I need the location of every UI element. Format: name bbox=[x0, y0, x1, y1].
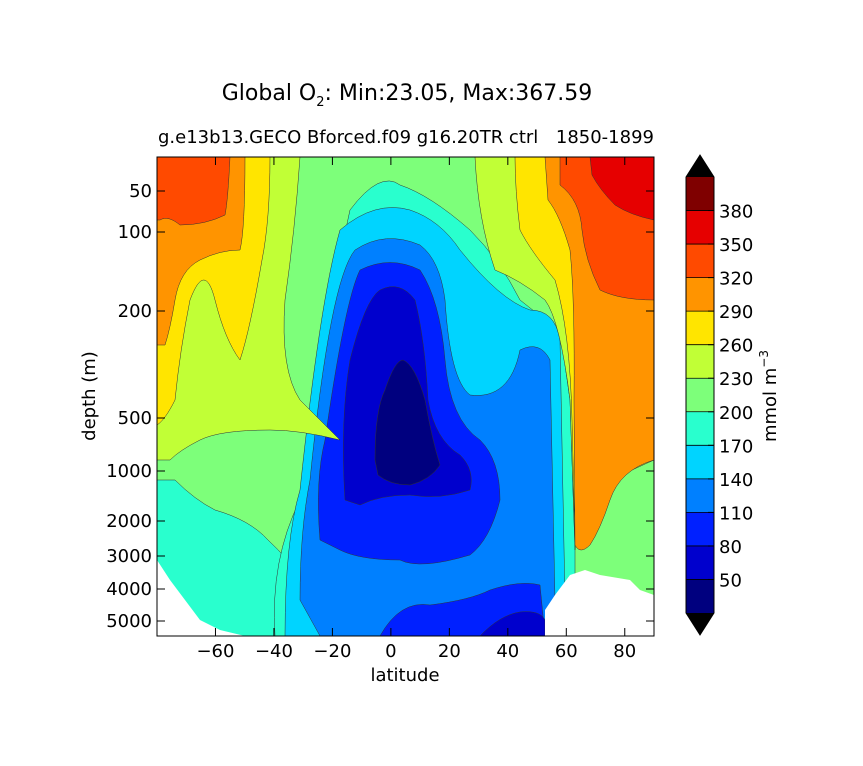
masked-region-south bbox=[157, 560, 245, 636]
colorbar-tick-label: 170 bbox=[719, 436, 753, 457]
colorbar-extend-low bbox=[686, 613, 714, 635]
colorbar-tick-label: 350 bbox=[719, 235, 753, 256]
x-axis: −60 −40 −20 0 20 40 60 80 bbox=[196, 157, 636, 662]
y-tick-label: 500 bbox=[118, 408, 152, 429]
chart-subtitle-right: 1850-1899 bbox=[556, 127, 654, 148]
chart-title: Global O2: Min:23.05, Max:367.59 bbox=[222, 81, 592, 110]
colorbar-segment bbox=[686, 344, 714, 379]
colorbar-label: mmol m−3 bbox=[757, 350, 781, 442]
colorbar-segment bbox=[686, 210, 714, 245]
colorbar-tick-label: 200 bbox=[719, 403, 753, 424]
colorbar-tick-label: 260 bbox=[719, 336, 753, 357]
x-tick-label: 80 bbox=[613, 641, 636, 662]
colorbar-tick-label: 320 bbox=[719, 269, 753, 290]
colorbar-segment bbox=[686, 177, 714, 211]
colorbar-extend-high bbox=[686, 155, 714, 177]
y-tick-label: 50 bbox=[129, 181, 152, 202]
x-tick-label: −20 bbox=[313, 641, 351, 662]
y-tick-label: 1000 bbox=[106, 461, 152, 482]
y-tick-label: 200 bbox=[118, 301, 152, 322]
colorbar-segment bbox=[686, 277, 714, 312]
y-tick-label: 100 bbox=[118, 222, 152, 243]
colorbar-segment bbox=[686, 512, 714, 546]
colorbar-tick-label: 110 bbox=[719, 503, 753, 524]
colorbar-tick-label: 230 bbox=[719, 369, 753, 390]
x-tick-label: 60 bbox=[555, 641, 578, 662]
y-axis: 50 100 200 500 1000 2000 3000 4000 5000 bbox=[106, 181, 654, 632]
colorbar-segment bbox=[686, 445, 714, 479]
x-tick-label: −40 bbox=[255, 641, 293, 662]
x-tick-label: 20 bbox=[438, 641, 461, 662]
colorbar-segment bbox=[686, 478, 714, 513]
colorbar-outline bbox=[685, 154, 715, 636]
y-tick-label: 3000 bbox=[106, 546, 152, 567]
x-tick-label: −60 bbox=[196, 641, 234, 662]
y-tick-label: 4000 bbox=[106, 579, 152, 600]
contour-band-350-380-north bbox=[589, 157, 654, 221]
contour-band-50-80-deep bbox=[479, 611, 546, 636]
colorbar-segment bbox=[686, 311, 714, 345]
colorbar-segment bbox=[686, 545, 714, 580]
masked-region-arctic bbox=[545, 570, 654, 636]
chart-subtitle-left: g.e13b13.GECO Bforced.f09 g16.20TR ctrl bbox=[158, 127, 538, 148]
plot-frame bbox=[156, 156, 655, 637]
contour-band-320-350-south bbox=[157, 157, 231, 226]
colorbar-segment bbox=[686, 244, 714, 278]
x-tick-label: 40 bbox=[496, 641, 519, 662]
colorbar-segment bbox=[686, 579, 714, 613]
x-tick-label: 0 bbox=[385, 641, 396, 662]
y-tick-label: 2000 bbox=[106, 511, 152, 532]
contour-band-20-50 bbox=[374, 359, 441, 486]
colorbar-segment bbox=[686, 411, 714, 446]
colorbar-tick-label: 290 bbox=[719, 302, 753, 323]
colorbar-tick-label: 80 bbox=[719, 537, 742, 558]
colorbar: 50 80 110 140 170 200 230 260 290 320 350 380 bbox=[685, 154, 753, 636]
colorbar-tick-label: 50 bbox=[719, 570, 742, 591]
colorbar-tick-label: 140 bbox=[719, 470, 753, 491]
colorbar-segment bbox=[686, 378, 714, 412]
x-axis-label: latitude bbox=[370, 665, 439, 686]
y-tick-label: 5000 bbox=[106, 611, 152, 632]
y-axis-label: depth (m) bbox=[79, 351, 100, 441]
plot-area bbox=[157, 157, 654, 636]
colorbar-tick-label: 380 bbox=[719, 202, 753, 223]
